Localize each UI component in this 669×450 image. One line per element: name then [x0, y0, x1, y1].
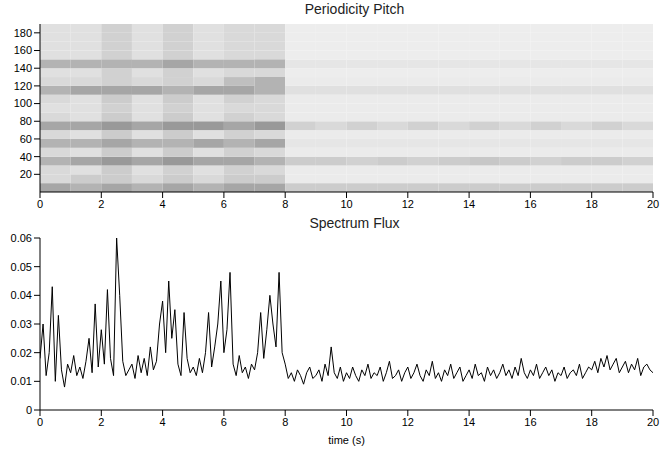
svg-text:18: 18: [586, 416, 598, 428]
svg-text:2: 2: [98, 416, 104, 428]
svg-text:8: 8: [282, 416, 288, 428]
svg-text:60: 60: [20, 133, 32, 145]
svg-text:10: 10: [340, 416, 352, 428]
svg-text:160: 160: [14, 44, 32, 56]
svg-text:16: 16: [524, 416, 536, 428]
svg-text:0.03: 0.03: [11, 318, 32, 330]
svg-text:16: 16: [524, 198, 536, 210]
svg-text:80: 80: [20, 115, 32, 127]
svg-text:4: 4: [160, 416, 166, 428]
svg-text:6: 6: [221, 416, 227, 428]
svg-text:0.05: 0.05: [11, 261, 32, 273]
svg-text:18: 18: [586, 198, 598, 210]
svg-text:20: 20: [20, 168, 32, 180]
svg-text:6: 6: [221, 198, 227, 210]
svg-text:0.02: 0.02: [11, 347, 32, 359]
html-text:Spectrum Flux: Spectrum Flux: [309, 215, 400, 231]
svg-text:180: 180: [14, 27, 32, 39]
svg-text:0: 0: [37, 416, 43, 428]
svg-text:14: 14: [463, 198, 475, 210]
svg-text:20: 20: [647, 416, 659, 428]
svg-text:14: 14: [463, 416, 475, 428]
svg-text:0.01: 0.01: [11, 375, 32, 387]
svg-text:0.04: 0.04: [11, 289, 32, 301]
svg-text:12: 12: [402, 416, 414, 428]
html-text:Periodicity Pitch: Periodicity Pitch: [304, 1, 405, 17]
svg-text:8: 8: [282, 198, 288, 210]
svg-text:20: 20: [647, 198, 659, 210]
svg-text:0: 0: [26, 404, 32, 416]
svg-text:12: 12: [402, 198, 414, 210]
svg-text:0: 0: [37, 198, 43, 210]
svg-text:10: 10: [340, 198, 352, 210]
svg-text:time (s): time (s): [328, 434, 365, 446]
svg-text:4: 4: [160, 198, 166, 210]
svg-text:40: 40: [20, 151, 32, 163]
svg-text:0.06: 0.06: [11, 232, 32, 244]
svg-text:2: 2: [98, 198, 104, 210]
svg-text:100: 100: [14, 97, 32, 109]
svg-text:140: 140: [14, 62, 32, 74]
svg-text:120: 120: [14, 80, 32, 92]
